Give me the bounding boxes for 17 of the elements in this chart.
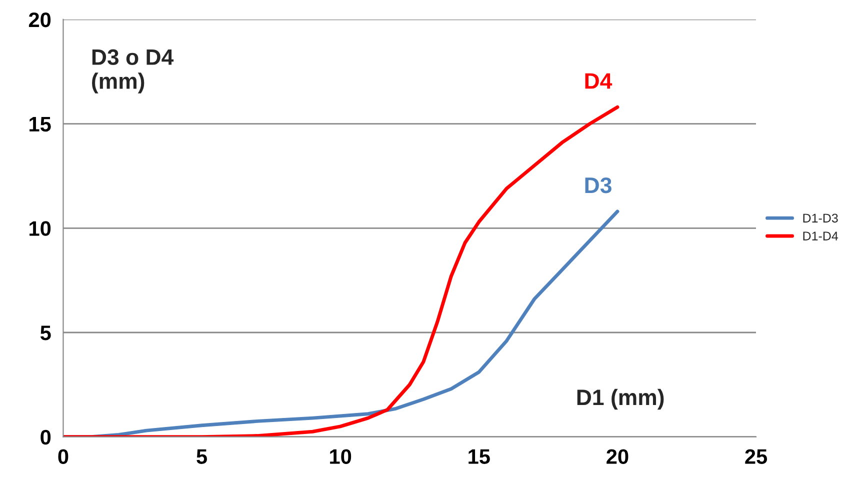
x-tick-label: 15 bbox=[468, 449, 490, 464]
y-tick-label: 15 bbox=[30, 117, 51, 132]
y-tick-label: 20 bbox=[28, 12, 51, 28]
legend-label: D1-D3 bbox=[803, 214, 838, 223]
y-tick-label: 10 bbox=[30, 221, 51, 236]
annotation: D4 bbox=[585, 73, 612, 89]
annotation: D3 bbox=[585, 177, 612, 194]
x-tick-label: 10 bbox=[330, 449, 352, 464]
y-tick-label: 5 bbox=[40, 326, 51, 340]
x-tick-label: 20 bbox=[606, 449, 628, 464]
x-axis-title: D1 (mm) bbox=[577, 388, 664, 410]
x-tick-label: 0 bbox=[58, 449, 68, 464]
y-tick-label: 0 bbox=[40, 430, 51, 445]
y-axis-title: D3 o D4 (mm) bbox=[92, 49, 174, 94]
x-tick-label: 5 bbox=[196, 449, 207, 464]
x-tick-label: 25 bbox=[745, 449, 768, 464]
legend-label: D1-D4 bbox=[803, 232, 838, 240]
